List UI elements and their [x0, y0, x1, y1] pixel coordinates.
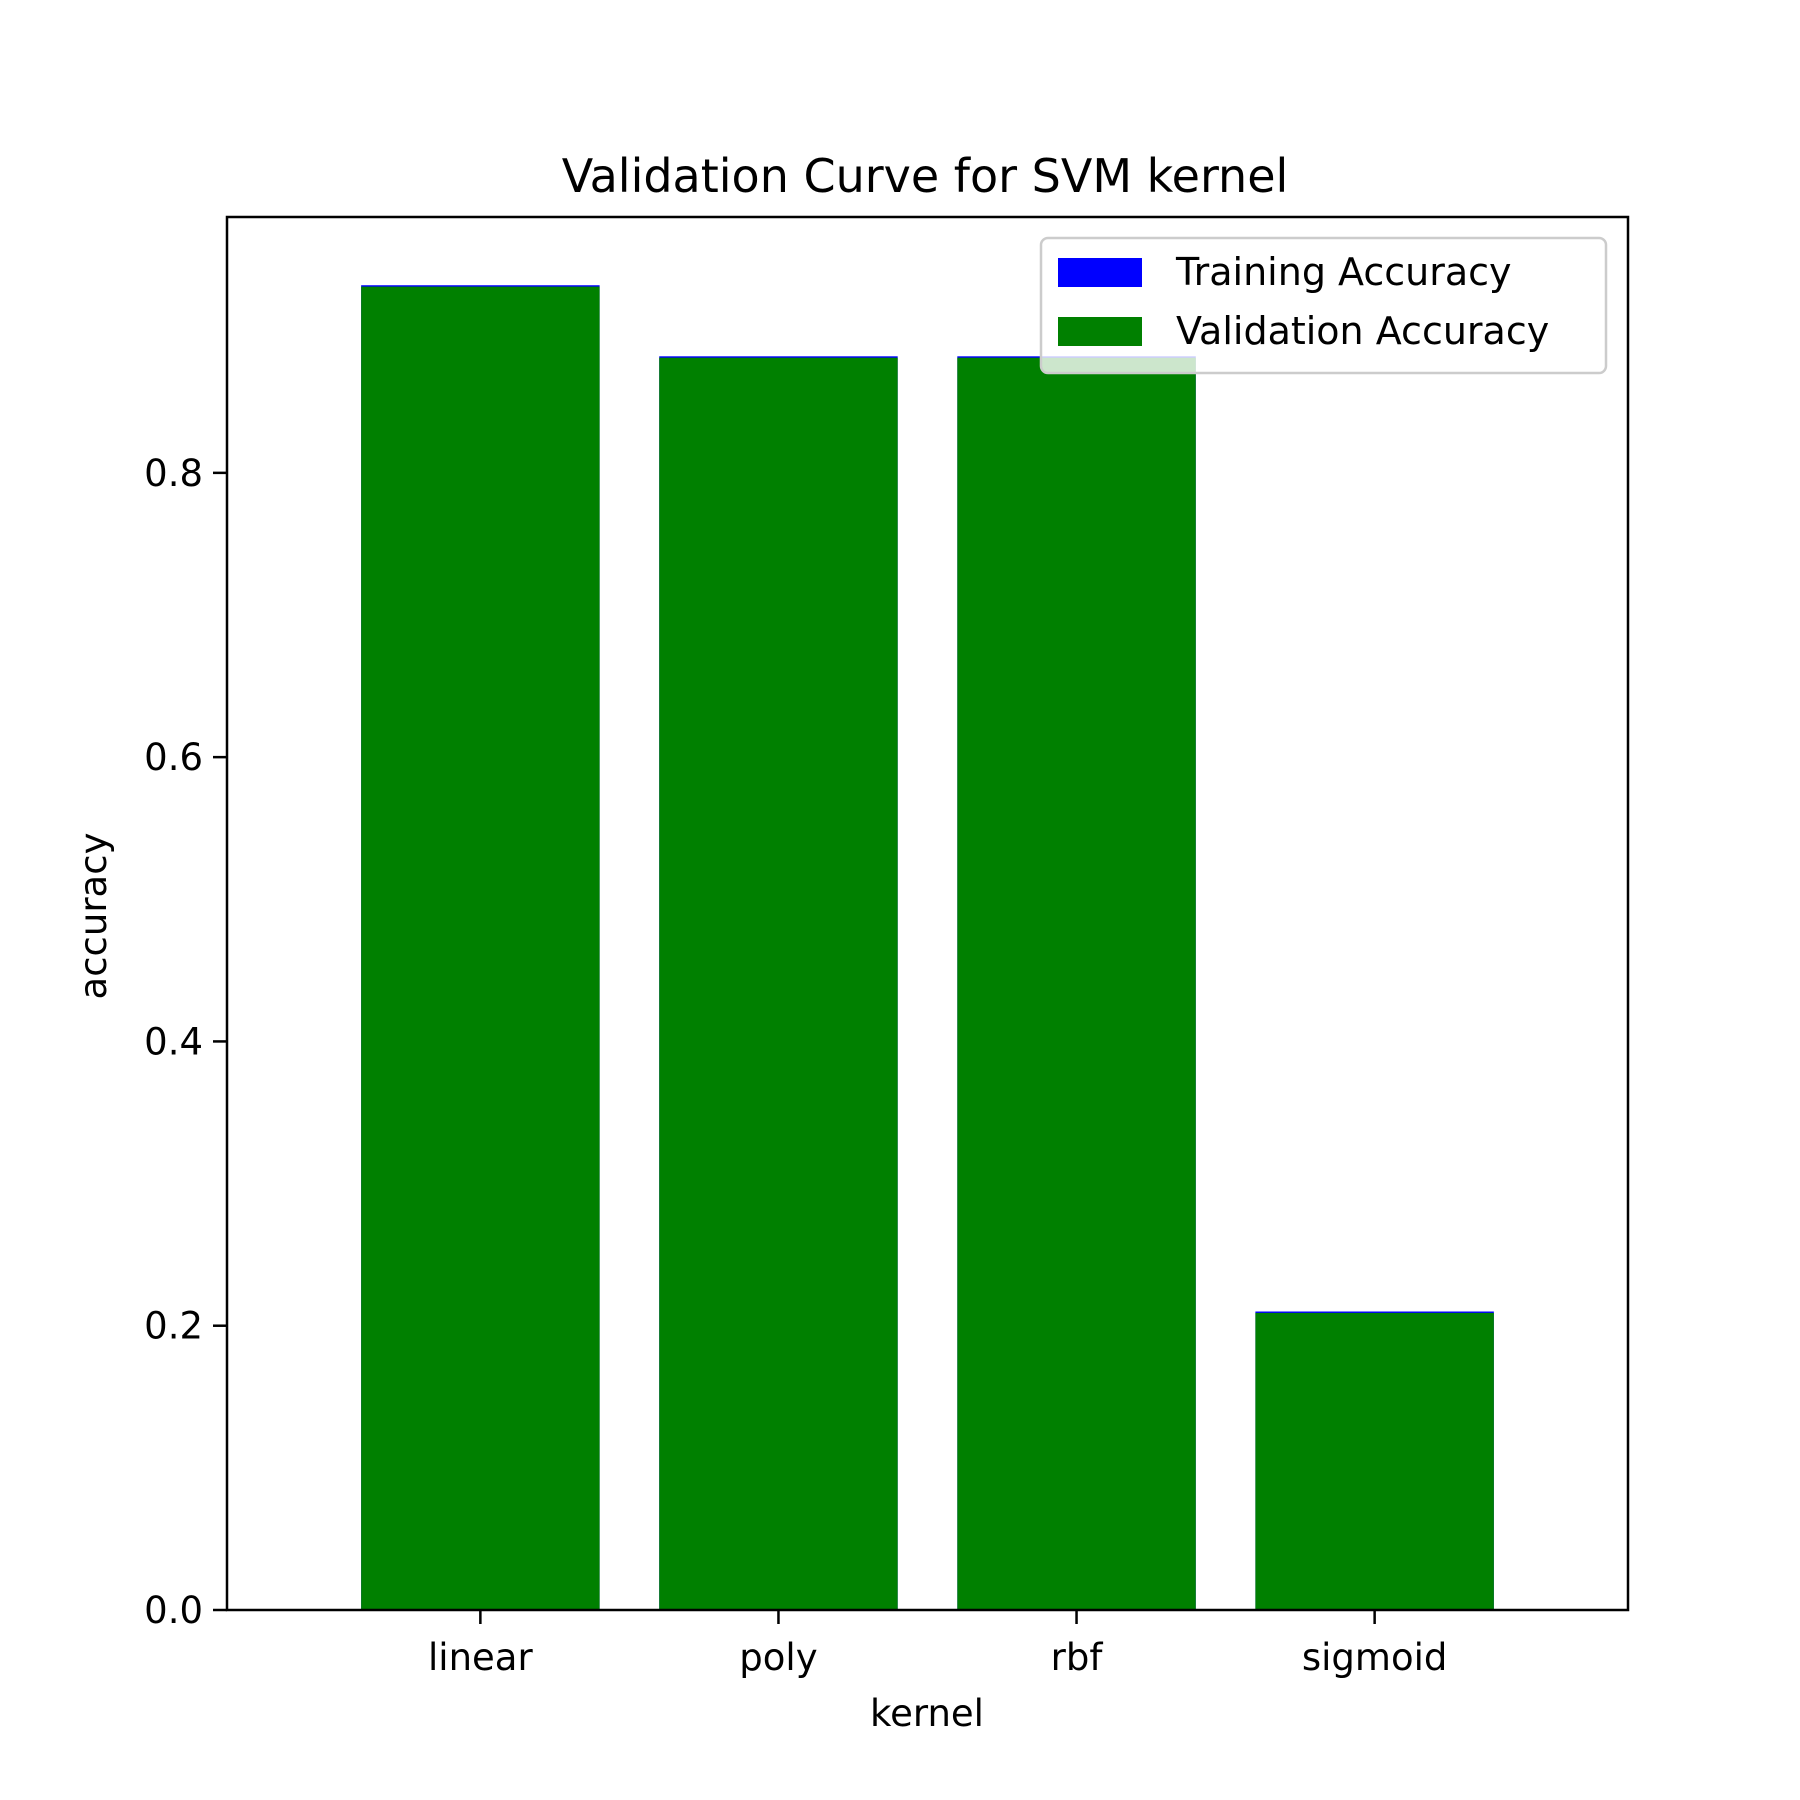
- plot-frame: [225, 215, 1630, 1612]
- y-tick-label: 0.0: [144, 1589, 203, 1632]
- legend-box: [1039, 236, 1608, 375]
- y-tick-label: 0.8: [144, 452, 203, 495]
- x-axis: linear poly rbf sigmoid: [428, 1610, 1447, 1679]
- y-tick-label: 0.6: [144, 736, 203, 779]
- legend-swatch-training-accuracy: [1058, 258, 1142, 287]
- bar-validation-accuracy-poly: [659, 357, 898, 1611]
- legend: Training Accuracy Validation Accuracy: [1039, 236, 1608, 375]
- legend-label-validation-accuracy: Validation Accuracy: [1176, 309, 1549, 353]
- y-axis-label: accuracy: [72, 833, 115, 1000]
- bar-validation-accuracy-sigmoid: [1255, 1312, 1494, 1610]
- legend-label-training-accuracy: Training Accuracy: [1175, 250, 1512, 294]
- x-tick-label-poly: poly: [739, 1636, 817, 1679]
- y-tick-label: 0.4: [144, 1020, 203, 1063]
- y-tick-label: 0.2: [144, 1305, 203, 1348]
- bar-validation-accuracy-linear: [361, 286, 600, 1610]
- x-axis-label: kernel: [870, 1692, 984, 1735]
- bar-validation-accuracy-rbf: [957, 357, 1196, 1611]
- legend-swatch-validation-accuracy: [1058, 317, 1142, 346]
- x-tick-label-rbf: rbf: [1051, 1636, 1104, 1679]
- x-tick-label-sigmoid: sigmoid: [1302, 1636, 1448, 1679]
- x-tick-label-linear: linear: [428, 1636, 533, 1679]
- chart-title: Validation Curve for SVM kernel: [562, 149, 1289, 203]
- y-axis: 0.0 0.2 0.4 0.6 0.8: [144, 452, 227, 1632]
- bars-layer: [361, 285, 1494, 1611]
